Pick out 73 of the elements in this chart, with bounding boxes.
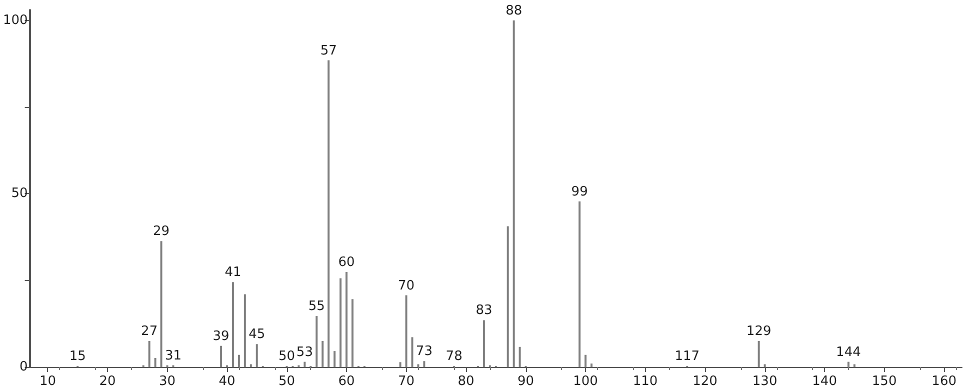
annotation: 57 <box>320 43 337 58</box>
x-tick-label: 120 <box>692 374 718 389</box>
bar <box>304 362 306 367</box>
bar <box>346 272 348 367</box>
annotation: 27 <box>141 324 158 340</box>
annotation: 70 <box>398 278 415 294</box>
bar <box>405 295 408 367</box>
bar <box>411 337 414 367</box>
annotation: 55 <box>308 299 325 314</box>
x-tick-label: 10 <box>39 374 56 389</box>
annotation: 144 <box>836 344 861 360</box>
x-tick-label: 90 <box>518 374 534 389</box>
annotation: 15 <box>69 348 86 364</box>
annotation: 88 <box>506 3 522 18</box>
x-tick-label: 160 <box>932 374 956 389</box>
bar <box>417 364 420 367</box>
annotation: 73 <box>416 344 432 360</box>
bar <box>238 354 240 367</box>
x-tick-label: 40 <box>218 374 236 389</box>
bar <box>351 299 354 367</box>
bar <box>423 361 426 367</box>
y-tick-label: 100 <box>2 12 28 28</box>
bar <box>256 344 258 367</box>
x-tick-label: 100 <box>573 374 598 389</box>
x-tick-label: 130 <box>752 374 778 389</box>
y-tick-label: 0 <box>20 360 28 374</box>
annotation: 53 <box>296 344 313 360</box>
x-tick-label: 70 <box>398 374 415 389</box>
annotation: 60 <box>338 255 355 270</box>
annotation: 83 <box>476 303 492 318</box>
annotation: 41 <box>224 265 242 280</box>
bar <box>518 346 521 367</box>
annotation: 45 <box>248 327 266 342</box>
bar <box>758 341 760 367</box>
bar <box>334 351 336 367</box>
bar <box>328 60 330 367</box>
bar <box>244 294 246 367</box>
annotation: 29 <box>153 224 170 240</box>
bar <box>160 241 162 367</box>
annotation: 117 <box>674 348 700 364</box>
bar <box>154 358 156 367</box>
annotation: 50 <box>278 348 296 364</box>
bar <box>316 316 318 367</box>
annotation: 39 <box>212 328 230 344</box>
annotation: 129 <box>746 324 772 340</box>
bar <box>506 226 509 367</box>
bar <box>232 282 234 367</box>
bar <box>482 320 485 367</box>
bar <box>148 341 150 367</box>
annotation: 99 <box>571 184 588 200</box>
bar <box>847 362 850 367</box>
x-tick-label: 140 <box>812 374 837 389</box>
annotation: 78 <box>446 348 462 364</box>
x-tick-label: 60 <box>338 374 355 389</box>
x-tick-label: 110 <box>632 374 658 389</box>
bar <box>250 364 252 367</box>
bar <box>590 364 593 367</box>
bar <box>340 278 342 367</box>
x-tick-label: 20 <box>99 374 116 389</box>
annotation: 31 <box>164 348 182 364</box>
x-tick-label: 150 <box>872 374 897 389</box>
bar <box>220 346 222 367</box>
bar <box>512 20 515 367</box>
x-tick-label: 30 <box>158 374 176 389</box>
bar <box>853 364 856 367</box>
x-tick-label: 50 <box>278 374 296 389</box>
x-tick-label: 80 <box>458 374 474 389</box>
bar <box>584 354 587 367</box>
y-tick-label: 50 <box>11 186 28 202</box>
bar <box>399 362 402 367</box>
bar <box>578 201 581 367</box>
bar <box>322 341 324 367</box>
bar <box>764 364 766 367</box>
